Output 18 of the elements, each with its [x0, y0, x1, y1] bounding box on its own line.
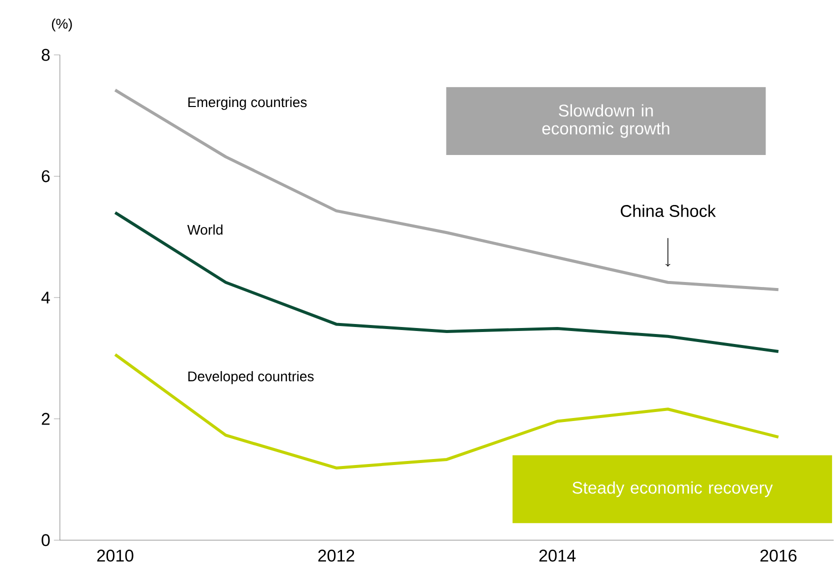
annotation: Slowdown in economic growth — [542, 104, 670, 138]
x-tick-label: 2010 — [97, 550, 134, 562]
x-tick-label: 2012 — [318, 550, 354, 562]
line-series — [114, 353, 780, 470]
x-tick-label: 2016 — [760, 550, 796, 562]
series-label: Emerging countries — [188, 96, 307, 110]
annotation: Steady economic recovery — [572, 481, 773, 498]
y-axis-title: (%) — [52, 18, 72, 32]
y-tick-label: 4 — [41, 292, 50, 304]
series-label: World — [187, 224, 222, 235]
x-tick-label: 2014 — [539, 550, 576, 562]
y-tick-label: 2 — [42, 412, 50, 425]
line-series — [114, 88, 780, 292]
y-tick-label: 8 — [42, 48, 50, 61]
annotation: China Shock — [620, 204, 716, 217]
y-tick-label: 6 — [42, 170, 50, 182]
series-label: Developed countries — [188, 371, 314, 384]
y-tick-label: 0 — [42, 534, 50, 546]
